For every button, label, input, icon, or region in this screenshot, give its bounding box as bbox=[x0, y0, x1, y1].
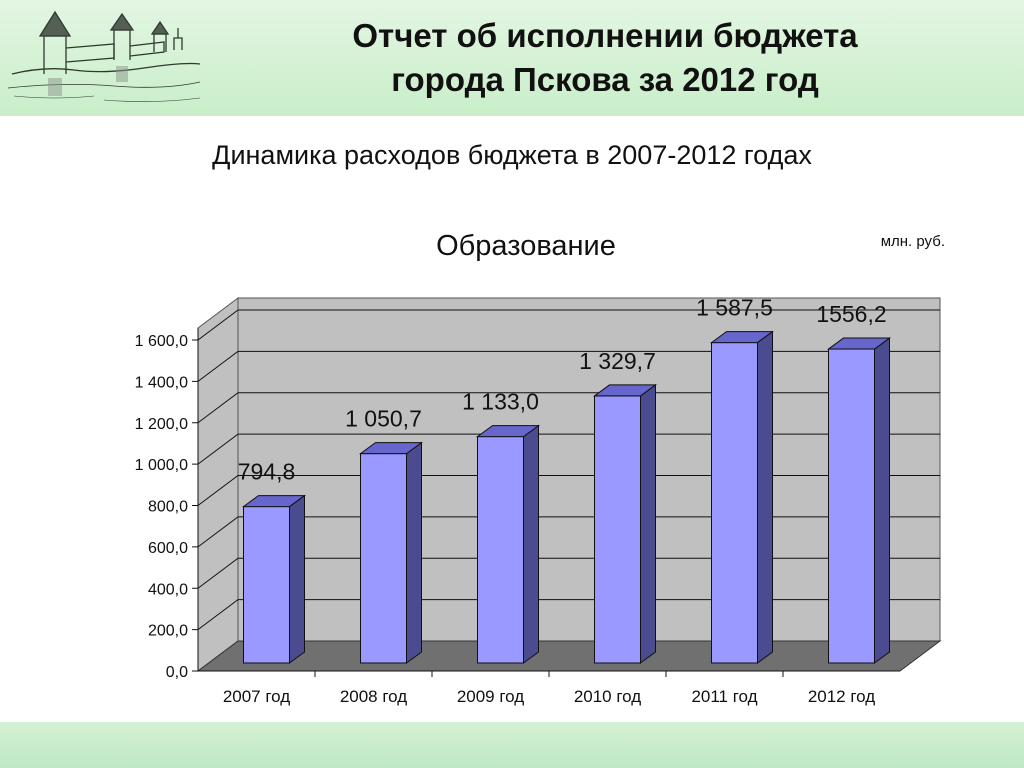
bar-top bbox=[475, 425, 541, 438]
chart-gridline bbox=[197, 309, 940, 341]
bar-front bbox=[477, 436, 524, 664]
bar-top bbox=[241, 495, 307, 508]
bar-top bbox=[358, 442, 424, 455]
bar-2009 год bbox=[475, 424, 541, 664]
x-axis-category-label: 2010 год bbox=[574, 687, 641, 706]
bar-side bbox=[640, 383, 656, 664]
page-title-line1: Отчет об исполнении бюджета bbox=[352, 17, 858, 54]
bar-top bbox=[826, 337, 892, 350]
bar-value-label: 1556,2 bbox=[816, 301, 886, 327]
y-axis-tick-label: 1 600,0 bbox=[135, 333, 188, 350]
header-band bbox=[0, 0, 1024, 116]
bar-value-label: 1 050,7 bbox=[345, 406, 422, 432]
y-axis-tick-label: 200,0 bbox=[148, 623, 188, 640]
bar-side bbox=[874, 337, 890, 664]
bar-front bbox=[594, 395, 641, 664]
chart-gridline bbox=[197, 475, 940, 506]
page-title-line2: города Пскова за 2012 год bbox=[391, 61, 819, 98]
x-axis-category-label: 2008 год bbox=[340, 687, 407, 706]
y-axis-tick-label: 800,0 bbox=[148, 499, 188, 516]
chart-gridline bbox=[197, 599, 940, 631]
bar-front bbox=[243, 506, 290, 664]
y-axis-tick-label: 1 400,0 bbox=[135, 374, 188, 391]
x-axis-category-label: 2012 год bbox=[808, 687, 875, 706]
bar-top bbox=[709, 331, 775, 344]
page-title: Отчет об исполнении бюджета города Псков… bbox=[220, 14, 990, 102]
bar-side bbox=[757, 330, 773, 664]
pskov-kremlin-drawing-icon bbox=[7, 10, 201, 102]
y-axis-tick-label: 1 200,0 bbox=[135, 416, 188, 433]
bar-2008 год bbox=[358, 441, 424, 664]
y-axis-tick-label: 400,0 bbox=[148, 581, 188, 598]
bar-side bbox=[406, 441, 422, 664]
bar-2012 год bbox=[826, 337, 892, 664]
chart-gridline bbox=[197, 433, 940, 465]
chart-gridline bbox=[197, 392, 940, 424]
y-axis-tick-label: 0,0 bbox=[166, 664, 188, 681]
x-axis-category-label: 2011 год bbox=[691, 687, 757, 706]
bar-2007 год bbox=[241, 494, 307, 664]
bar-side bbox=[523, 424, 539, 664]
footer-band bbox=[0, 722, 1024, 768]
chart-unit-label: млн. руб. bbox=[881, 233, 945, 250]
chart-gridline bbox=[197, 516, 940, 548]
y-axis-tick-label: 600,0 bbox=[148, 540, 188, 557]
slide-subtitle: Динамика расходов бюджета в 2007-2012 го… bbox=[212, 140, 812, 170]
bar-side bbox=[289, 494, 305, 664]
chart-gridline bbox=[197, 350, 940, 382]
bar-value-label: 1 587,5 bbox=[696, 295, 773, 321]
bar-2011 год bbox=[709, 330, 775, 664]
bar-top bbox=[592, 384, 658, 397]
chart-gridline bbox=[197, 557, 940, 589]
bar-front bbox=[828, 348, 875, 664]
x-axis-category-label: 2007 год bbox=[223, 687, 290, 706]
bar-front bbox=[711, 342, 758, 664]
chart-title: Образование bbox=[436, 230, 616, 262]
bar-value-label: 1 133,0 bbox=[462, 389, 539, 415]
y-axis-tick-label: 1 000,0 bbox=[135, 457, 188, 474]
bar-front bbox=[360, 453, 407, 664]
x-axis-category-label: 2009 год bbox=[457, 687, 524, 706]
bar-value-label: 794,8 bbox=[238, 459, 296, 485]
bar-2010 год bbox=[592, 383, 658, 664]
bar-value-label: 1 329,7 bbox=[579, 348, 656, 374]
